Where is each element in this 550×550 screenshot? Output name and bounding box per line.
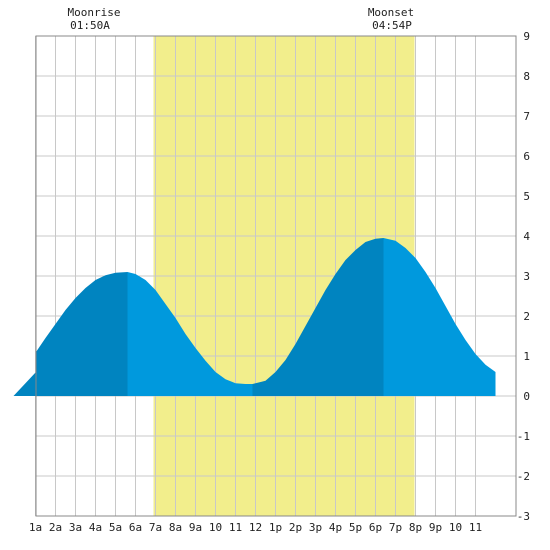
x-tick-label: 4a [89,521,102,534]
y-tick-label: 1 [523,350,530,363]
x-tick-labels: 1a 2a 3a 4a 5a 6a 7a 8a 9a 10 11 12 1p 2p 3p 4p 5p 6p 7p 8p… [29,521,482,534]
y-tick-label: 2 [523,310,530,323]
x-tick-label: 10 [449,521,462,534]
moonset-time: 04:54P [372,19,412,32]
x-tick-label: 6a [129,521,142,534]
x-tick-label: 1a [29,521,42,534]
x-tick-label: 2p [289,521,302,534]
moonset-label: Moonset [368,6,414,19]
y-tick-label: 0 [523,390,530,403]
moonrise-time: 01:50A [70,19,110,32]
y-tick-label: 3 [523,270,530,283]
x-tick-label: 4p [329,521,342,534]
y-tick-label: 7 [523,110,530,123]
tide-area-segment-3 [383,238,496,396]
x-tick-label: 7p [389,521,402,534]
x-tick-label: 8a [169,521,182,534]
tide-area-segment-1 [127,272,253,396]
y-tick-label: -1 [517,430,530,443]
tide-area-layer [13,238,496,396]
x-tick-label: 10 [209,521,222,534]
x-tick-label: 3a [69,521,82,534]
x-tick-label: 2a [49,521,62,534]
x-tick-label: 6p [369,521,382,534]
x-tick-label: 3p [309,521,322,534]
y-tick-label: 8 [523,70,530,83]
x-tick-label: 1p [269,521,282,534]
y-tick-labels: 9 8 7 6 5 4 3 2 1 0 -1 -2 -3 [517,30,531,523]
y-tick-label: 9 [523,30,530,43]
x-tick-label: 9p [429,521,442,534]
x-tick-label: 12 [249,521,262,534]
x-tick-label: 5a [109,521,122,534]
moonrise-label: Moonrise [68,6,121,19]
x-tick-label: 11 [229,521,242,534]
y-tick-label: 5 [523,190,530,203]
x-tick-label: 8p [409,521,422,534]
tide-area-segment-0 [13,272,128,396]
x-tick-label: 7a [149,521,162,534]
x-tick-label: 11 [469,521,482,534]
y-tick-label: -2 [517,470,530,483]
tide-area-segment-2 [252,238,384,396]
plot-frame [35,35,517,517]
y-tick-label: 6 [523,150,530,163]
y-tick-label: -3 [517,510,530,523]
y-tick-label: 4 [523,230,530,243]
x-tick-label: 5p [349,521,362,534]
x-tick-label: 9a [189,521,202,534]
